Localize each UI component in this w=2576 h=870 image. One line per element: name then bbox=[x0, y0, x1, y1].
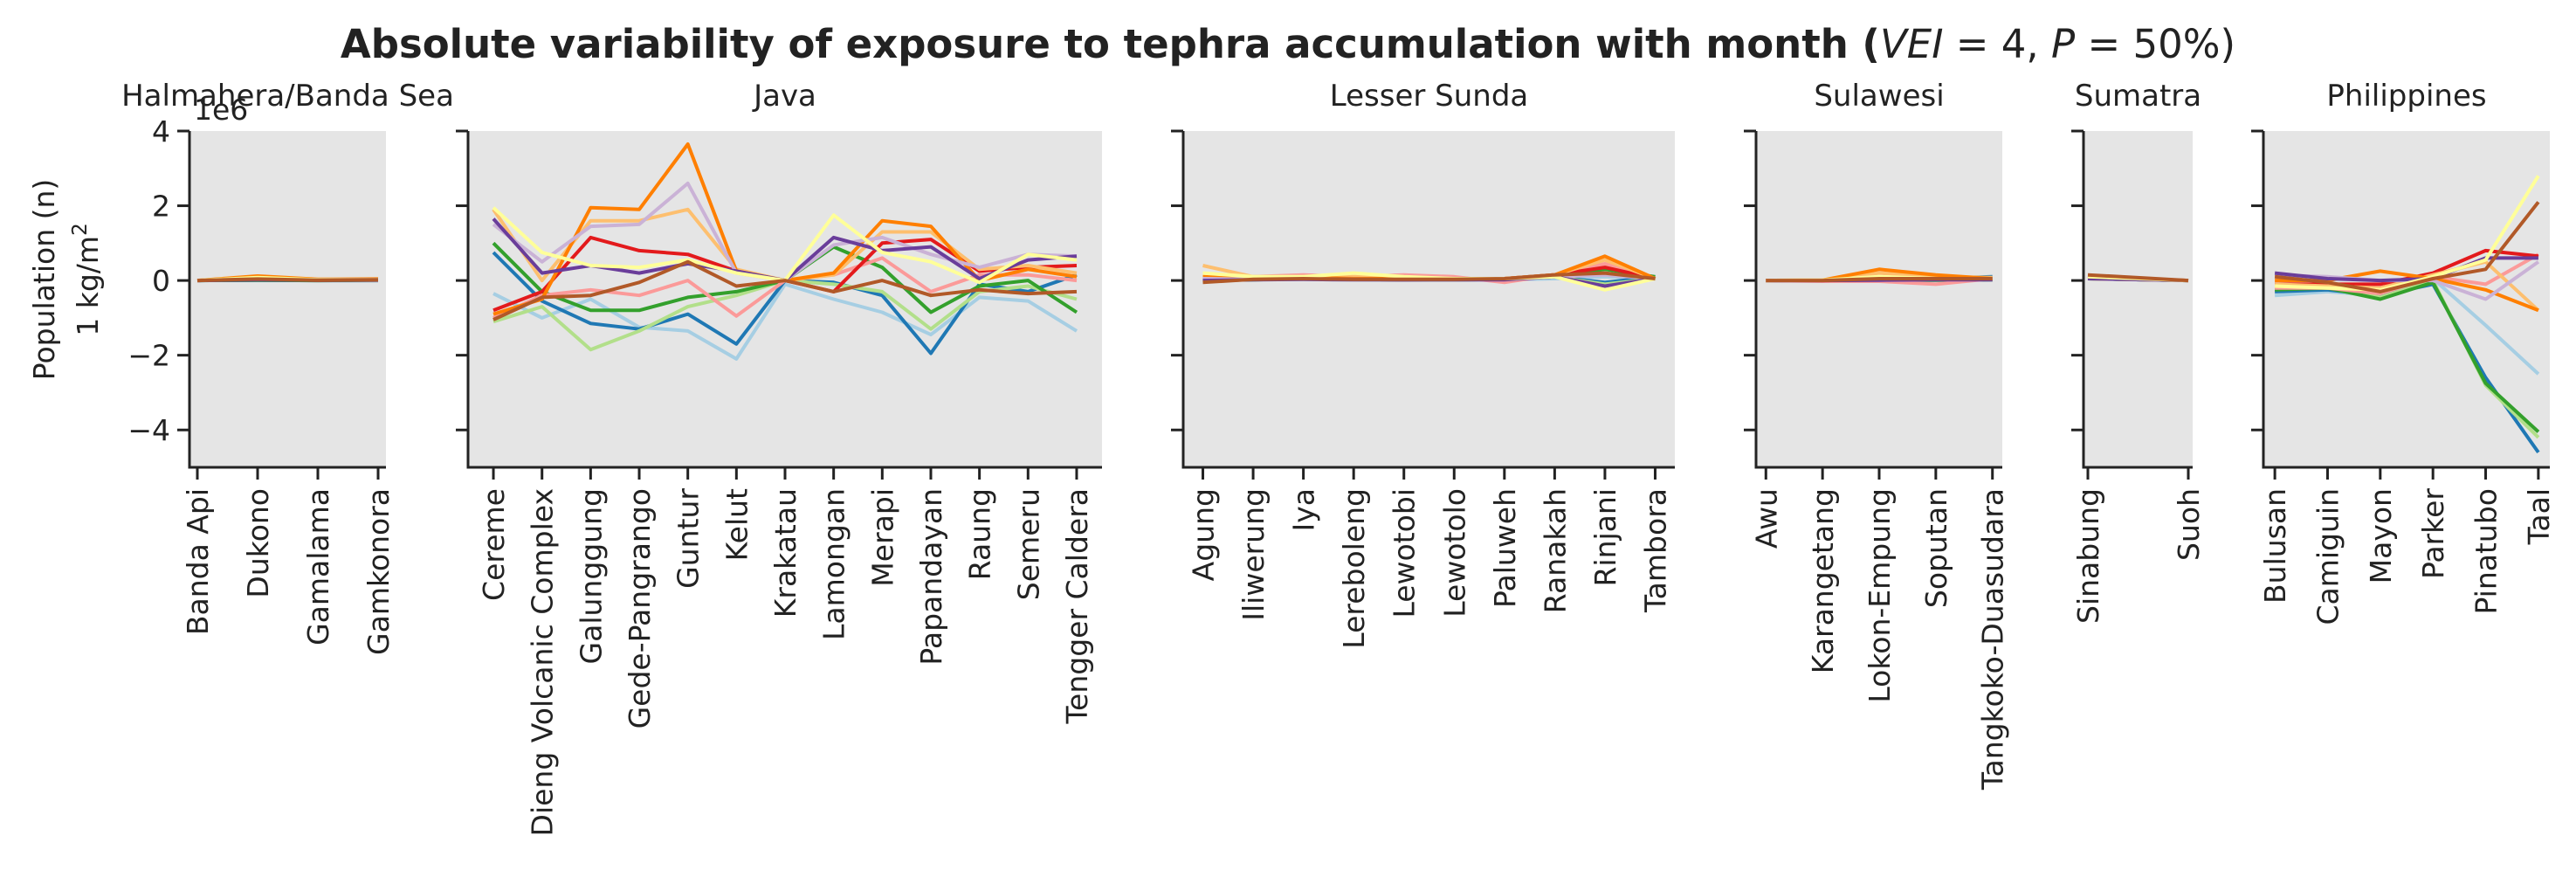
panel-1: Cereme Dieng Volcanic Complex Galunggung Ge… bbox=[456, 79, 1102, 836]
x-tick-label: Bulusan bbox=[2258, 488, 2292, 604]
y-offset-label: 1e6 bbox=[194, 93, 248, 127]
x-tick-label: Semeru bbox=[1011, 488, 1045, 600]
x-tick-label: Merapi bbox=[865, 488, 899, 587]
x-tick-label: Karangetang bbox=[1806, 488, 1840, 673]
series-line-0 bbox=[492, 282, 1078, 361]
x-tick-label: Tangkoko-Duasudara bbox=[1976, 488, 2010, 791]
x-tick-label: Guntur bbox=[672, 488, 706, 589]
series-line-10 bbox=[2275, 175, 2540, 292]
x-tick-label: Agung bbox=[1187, 488, 1221, 581]
x-tick-label: Rinjani bbox=[1588, 488, 1622, 587]
series-line-11 bbox=[2087, 273, 2189, 283]
x-tick-label: Krakatau bbox=[768, 488, 802, 618]
x-tick-label: Lereboleng bbox=[1337, 488, 1371, 649]
series-line-11 bbox=[196, 277, 379, 283]
y-tick-label: −4 bbox=[127, 413, 170, 447]
x-tick-label: Dieng Volcanic Complex bbox=[526, 488, 560, 836]
x-tick-label: Banda Api bbox=[181, 488, 215, 635]
chart-title: Absolute variability of exposure to teph… bbox=[341, 21, 2235, 67]
panel-background bbox=[189, 131, 386, 467]
x-tick-label: Lewotolo bbox=[1437, 488, 1471, 618]
panel-2: Agung Iliwerung Iya Lereboleng Lewotobi Lewot… bbox=[1171, 79, 1675, 649]
x-tick-label: Parker bbox=[2416, 488, 2450, 579]
x-tick-label: Camiguin bbox=[2311, 488, 2345, 625]
panel-0: 4 2 0 −2 −4 Banda Api Dukono Gamalama Gamkonora H… bbox=[121, 79, 454, 655]
x-tick-label: Sinabung bbox=[2071, 488, 2105, 624]
x-tick-label: Galunggung bbox=[574, 488, 608, 664]
panel-title: Lesser Sunda bbox=[1330, 79, 1529, 114]
series-line-11 bbox=[2274, 201, 2540, 293]
x-tick-label: Iya bbox=[1287, 488, 1321, 531]
panel-5: Bulusan Camiguin Mayon Parker Pinatubo Taal Ph… bbox=[2251, 79, 2556, 625]
y-tick-label: −2 bbox=[127, 339, 170, 373]
x-tick-label: Lewotobi bbox=[1388, 488, 1422, 618]
x-tick-label: Tambora bbox=[1638, 488, 1672, 613]
x-tick-label: Soputan bbox=[1919, 488, 1953, 608]
x-tick-label: Dukono bbox=[241, 488, 275, 598]
series-line-0 bbox=[2274, 277, 2540, 376]
y-tick-label: 0 bbox=[152, 264, 170, 298]
panel-background bbox=[2263, 131, 2550, 467]
y-tick-label: 4 bbox=[152, 114, 170, 148]
series-line-11 bbox=[492, 259, 1078, 321]
x-tick-label: Iliwerung bbox=[1236, 488, 1271, 621]
x-tick-label: Gamalama bbox=[301, 488, 335, 646]
x-tick-label: Gamkonora bbox=[362, 488, 396, 655]
x-tick-label: Paluweh bbox=[1488, 488, 1522, 608]
panel-title: Sumatra bbox=[2075, 79, 2201, 114]
x-tick-label: Papandayan bbox=[914, 488, 948, 666]
x-tick-label: Suoh bbox=[2172, 488, 2206, 561]
x-tick-label: Ranakah bbox=[1538, 488, 1572, 613]
y-axis-label-line2: 1 kg/m2 bbox=[69, 223, 105, 335]
panel-title: Philippines bbox=[2326, 79, 2486, 114]
series-line-11 bbox=[1202, 271, 1656, 285]
x-tick-label: Gede-Pangrango bbox=[623, 488, 657, 728]
x-tick-label: Raung bbox=[963, 488, 997, 580]
panel-background bbox=[2084, 131, 2193, 467]
panel-background bbox=[1756, 131, 2002, 467]
x-tick-label: Mayon bbox=[2364, 488, 2398, 583]
y-axis-label-line1: Population (n) bbox=[27, 179, 61, 381]
panel-background bbox=[1183, 131, 1675, 467]
x-tick-label: Lamongan bbox=[817, 488, 851, 640]
x-tick-label: Kelut bbox=[720, 488, 754, 561]
x-tick-label: Awu bbox=[1749, 488, 1783, 549]
y-tick-label: 2 bbox=[152, 190, 170, 224]
x-tick-label: Pinatubo bbox=[2469, 488, 2504, 614]
x-tick-label: Cereme bbox=[477, 488, 511, 601]
x-tick-label: Lokon-Empung bbox=[1863, 488, 1897, 703]
x-tick-label: Tengger Caldera bbox=[1060, 488, 1094, 725]
panel-title: Halmahera/Banda Sea bbox=[121, 79, 454, 114]
panel-title: Sulawesi bbox=[1814, 79, 1944, 114]
series-line-11 bbox=[1766, 277, 1993, 283]
panel-title: Java bbox=[752, 79, 816, 114]
panel-3: Awu Karangetang Lokon-Empung Soputan Tangkok… bbox=[1744, 79, 2010, 791]
x-tick-label: Taal bbox=[2522, 488, 2556, 545]
panel-4: Sinabung Suoh Sumatra bbox=[2071, 79, 2206, 624]
panels-group: 4 2 0 −2 −4 Banda Api Dukono Gamalama Gamkonora H… bbox=[121, 79, 2556, 836]
